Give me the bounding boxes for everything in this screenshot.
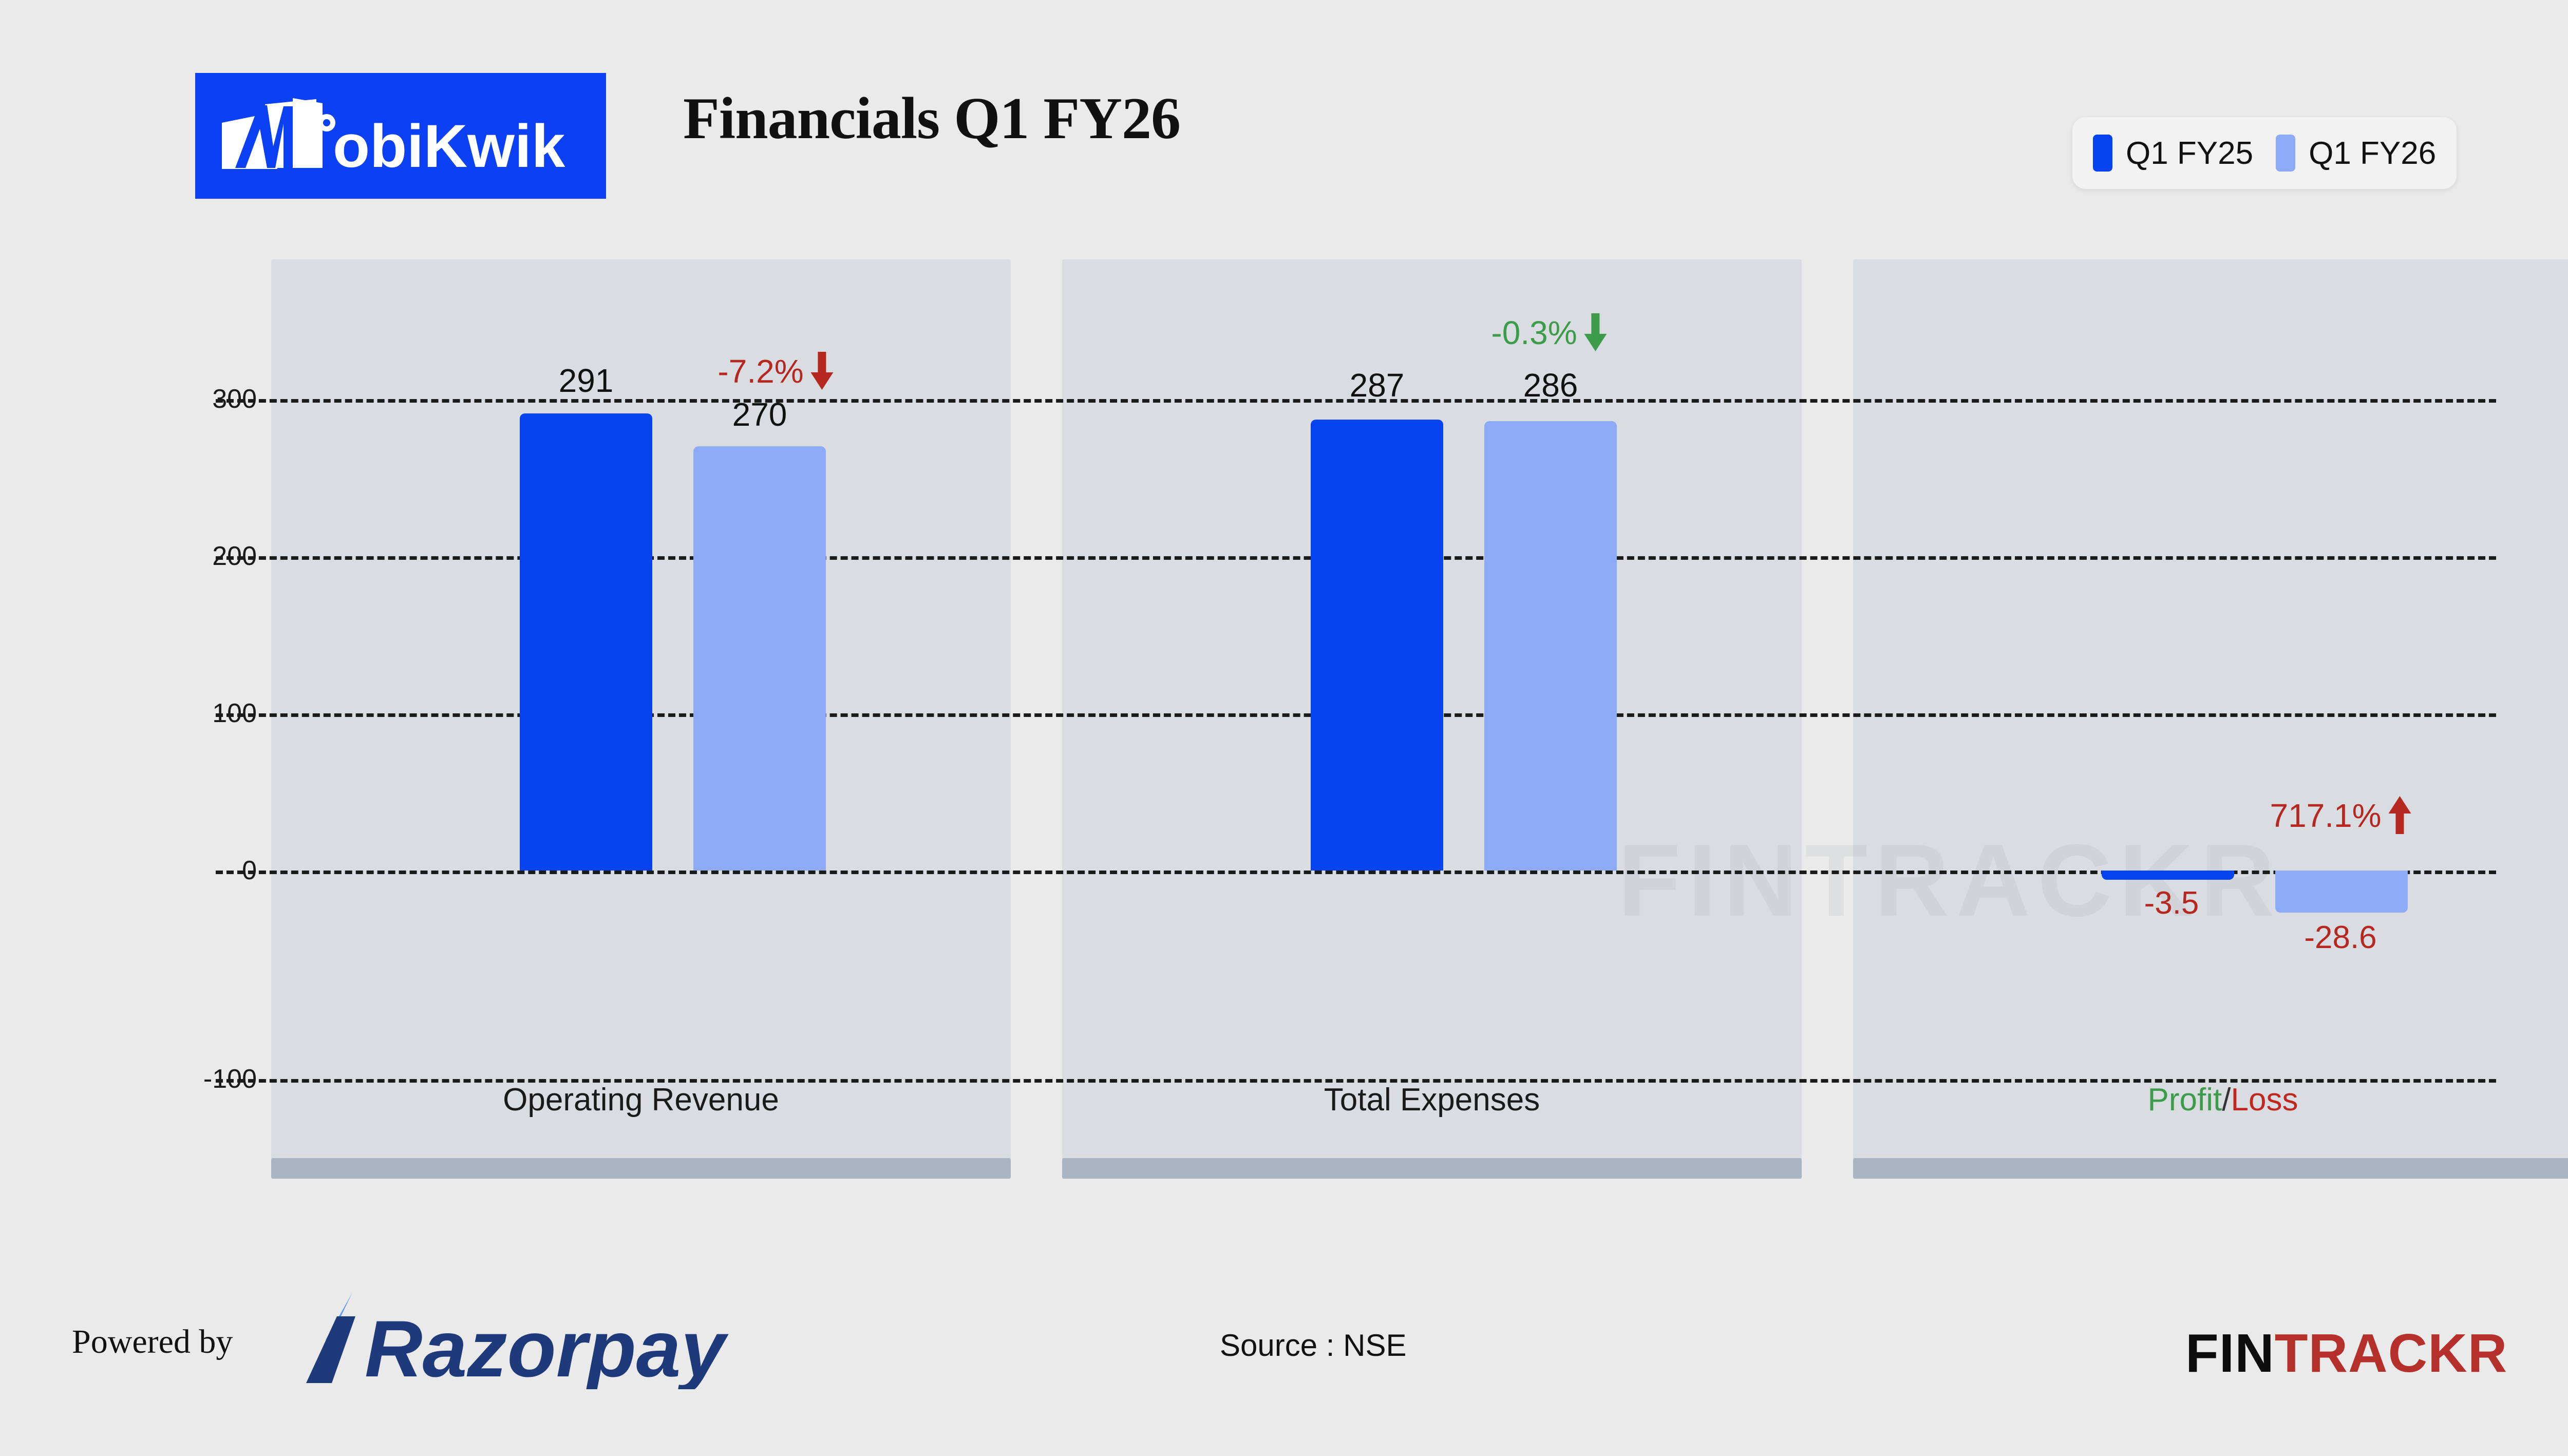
footer: Powered by Razorpay — [0, 1233, 2568, 1456]
y-tick-300: 300 — [212, 384, 257, 414]
y-tick-200: 200 — [212, 541, 257, 571]
arrow-down-icon — [810, 352, 834, 390]
fintrackr-logo-fin: FIN — [2185, 1323, 2275, 1384]
mobikwik-logo: obiKwik — [195, 73, 606, 199]
bar-total-expenses-fy25[interactable] — [1311, 420, 1443, 871]
delta-label-profit-loss: 717.1% — [2270, 797, 2382, 834]
fintrackr-logo: FINTRACKR — [2185, 1322, 2507, 1385]
category-label-separator: / — [2222, 1082, 2231, 1118]
bar-label-operating-revenue-fy25: 291 — [558, 362, 614, 399]
y-tick-0: 0 — [242, 856, 257, 885]
bar-label-total-expenses-fy26: 286 — [1523, 367, 1578, 404]
bar-label-profit-loss-fy25: -3.5 — [2144, 885, 2199, 921]
legend-label-fy26: Q1 FY26 — [2309, 135, 2437, 171]
fintrackr-logo-trackr: TRACKR — [2274, 1323, 2508, 1384]
panel-profit-loss: Profit/Loss — [1853, 259, 2568, 1179]
delta-total-expenses: -0.3% — [1491, 313, 1610, 352]
delta-profit-loss: 717.1% — [2270, 796, 2414, 835]
svg-text:Razorpay: Razorpay — [365, 1304, 729, 1389]
category-label-profit-loss: Profit/Loss — [1853, 1082, 2568, 1118]
mobikwik-wordmark-icon: obiKwik — [222, 98, 565, 180]
panel-scrollbar[interactable] — [271, 1158, 1011, 1179]
bar-label-operating-revenue-fy26: 270 — [732, 396, 787, 433]
chart-plot-area: 300 200 100 0 -100 Operating Revenue Tot… — [0, 241, 2568, 1202]
delta-label-operating-revenue: -7.2% — [717, 353, 804, 390]
y-tick-100: 100 — [212, 698, 257, 728]
arrow-down-icon — [1584, 313, 1607, 351]
bar-label-total-expenses-fy25: 287 — [1349, 367, 1405, 404]
category-label-loss: Loss — [2231, 1082, 2298, 1118]
legend-swatch-fy25 — [2093, 135, 2112, 172]
page-title: Financials Q1 FY26 — [683, 86, 1181, 152]
panel-inner — [1853, 259, 2568, 1127]
legend-item-fy26[interactable]: Q1 FY26 — [2276, 135, 2436, 172]
header: obiKwik Financials Q1 FY26 Q1 FY25 Q1 FY… — [0, 0, 2568, 241]
legend-swatch-fy26 — [2276, 135, 2296, 172]
panel-scrollbar[interactable] — [1062, 1158, 1802, 1179]
source-label: Source : NSE — [1220, 1328, 1407, 1363]
panel-scrollbar[interactable] — [1853, 1158, 2568, 1179]
y-axis: 300 200 100 0 -100 — [0, 241, 288, 1202]
bar-profit-loss-fy25[interactable] — [2102, 871, 2234, 880]
delta-label-total-expenses: -0.3% — [1491, 314, 1577, 351]
y-tick-neg100: -100 — [203, 1064, 257, 1094]
bar-operating-revenue-fy25[interactable] — [520, 413, 652, 871]
legend: Q1 FY25 Q1 FY26 — [2072, 117, 2457, 189]
delta-operating-revenue: -7.2% — [717, 352, 836, 391]
bar-label-profit-loss-fy26: -28.6 — [2304, 920, 2377, 955]
razorpay-logo: Razorpay — [288, 1287, 776, 1394]
legend-item-fy25[interactable]: Q1 FY25 — [2093, 135, 2253, 172]
category-label-total-expenses: Total Expenses — [1324, 1082, 1540, 1118]
svg-text:obiKwik: obiKwik — [333, 112, 565, 180]
bar-total-expenses-fy26[interactable] — [1484, 421, 1617, 871]
razorpay-wordmark-icon: Razorpay — [306, 1293, 729, 1394]
category-label-profit: Profit — [2147, 1082, 2222, 1118]
bar-profit-loss-fy26[interactable] — [2275, 871, 2408, 913]
arrow-up-icon — [2388, 796, 2411, 834]
bar-operating-revenue-fy26[interactable] — [693, 446, 826, 871]
legend-label-fy25: Q1 FY25 — [2126, 135, 2254, 171]
category-label-operating-revenue: Operating Revenue — [503, 1082, 779, 1118]
powered-by-label: Powered by — [72, 1323, 233, 1360]
